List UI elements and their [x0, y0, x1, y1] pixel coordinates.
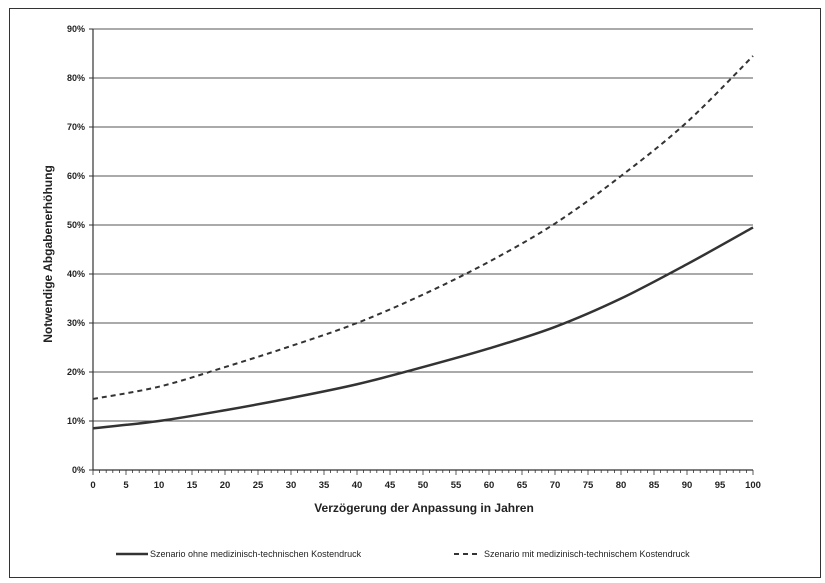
gridlines	[93, 28, 753, 422]
series-lines	[92, 55, 754, 430]
x-tick-label: 70	[550, 480, 561, 491]
x-tick-label: 45	[385, 480, 396, 491]
x-tick-label: 90	[682, 480, 693, 491]
y-tick-label: 80%	[67, 73, 85, 83]
y-tick-label: 10%	[67, 416, 85, 426]
series-line-1	[92, 55, 754, 400]
x-tick-label: 40	[352, 480, 363, 491]
x-tick-label: 80	[616, 480, 627, 491]
y-tick-label: 30%	[67, 318, 85, 328]
y-tick-label: 50%	[67, 220, 85, 230]
y-axis-title: Notwendige Abgabenerhöhung	[41, 165, 55, 343]
legend-label-0: Szenario ohne medizinisch-technischen Ko…	[150, 549, 362, 559]
series-line-0	[92, 226, 754, 430]
axes	[89, 28, 754, 475]
legend-label-1: Szenario mit medizinisch-technischem Kos…	[484, 549, 690, 559]
x-tick-label: 60	[484, 480, 495, 491]
x-tick-label: 0	[90, 480, 95, 491]
legend: Szenario ohne medizinisch-technischen Ko…	[116, 549, 690, 559]
x-tick-label: 95	[715, 480, 726, 491]
x-tick-label: 55	[451, 480, 462, 491]
x-tick-label: 65	[517, 480, 528, 491]
y-tick-label: 60%	[67, 171, 85, 181]
x-tick-labels: 0 5 10 15 20 25 30 35 40 45 50 55 60 65 70 75 80 85 90 95 10…	[90, 480, 761, 491]
x-tick-label: 20	[220, 480, 231, 491]
x-tick-label: 85	[649, 480, 660, 491]
y-tick-label: 0%	[72, 465, 85, 475]
x-tick-label: 35	[319, 480, 330, 491]
chart-frame	[9, 8, 821, 578]
x-tick-label: 50	[418, 480, 429, 491]
y-tick-label: 70%	[67, 122, 85, 132]
x-tick-label: 75	[583, 480, 594, 491]
x-tick-label: 100	[745, 480, 761, 491]
y-tick-label: 40%	[67, 269, 85, 279]
x-tick-label: 5	[123, 480, 129, 491]
x-tick-label: 30	[286, 480, 297, 491]
y-tick-label: 20%	[67, 367, 85, 377]
x-tick-label: 15	[187, 480, 198, 491]
x-tick-label: 25	[253, 480, 264, 491]
y-tick-labels: 0% 10% 20% 30% 40% 50% 60% 70% 80% 90%	[67, 24, 85, 475]
x-axis-title: Verzögerung der Anpassung in Jahren	[314, 501, 534, 515]
y-tick-label: 90%	[67, 24, 85, 34]
x-tick-label: 10	[154, 480, 165, 491]
